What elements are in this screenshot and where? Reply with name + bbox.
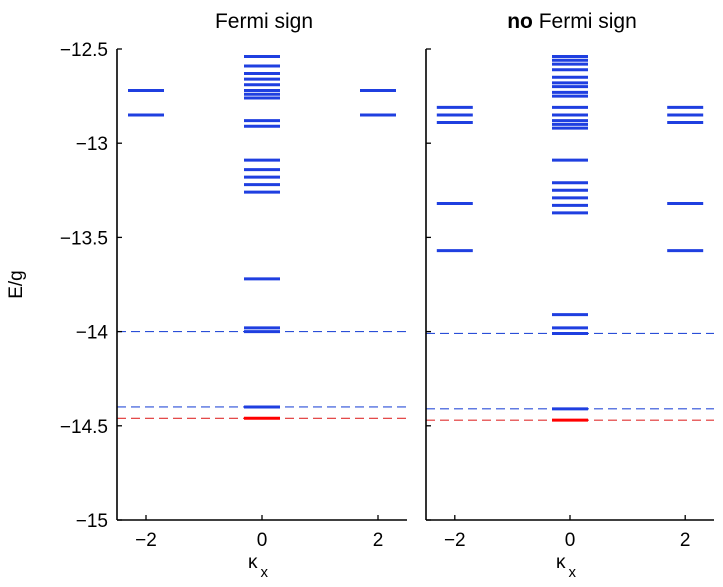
panel-title-text: Fermi sign (539, 10, 637, 33)
x-tick-label: 0 (257, 530, 268, 551)
y-tick-label: −12.5 (60, 40, 108, 61)
x-axis-label-symbol: κ (248, 552, 258, 573)
y-tick-label: −14.5 (60, 417, 108, 438)
x-tick-label: 2 (680, 530, 691, 551)
x-axis-label-subscript: x (569, 564, 577, 581)
panel-title: Fermi sign (215, 10, 313, 33)
panel-2: −2 0 2 no Fermi sign κ x (425, 10, 714, 581)
panel-1: −12.5 −13 −13.5 −14 −14.5 −15 −2 0 2 Fermi sign κ x (60, 10, 407, 581)
x-tick-label: 2 (373, 530, 384, 551)
panel-title-bold-prefix: no (507, 10, 539, 33)
y-tick-label: −14 (76, 323, 109, 344)
panel-title: no Fermi sign (507, 10, 637, 33)
y-tick-label: −13 (76, 134, 108, 155)
y-axis-label: E/g (6, 270, 27, 299)
x-axis-label-symbol: κ (556, 552, 566, 573)
y-tick-label: −15 (76, 511, 108, 532)
x-tick-label: 0 (565, 530, 576, 551)
panel-title-text: Fermi sign (215, 10, 313, 33)
x-axis-label-subscript: x (261, 564, 269, 581)
x-tick-label: −2 (135, 530, 157, 551)
x-tick-label: −2 (444, 530, 466, 551)
y-tick-label: −13.5 (60, 228, 108, 249)
